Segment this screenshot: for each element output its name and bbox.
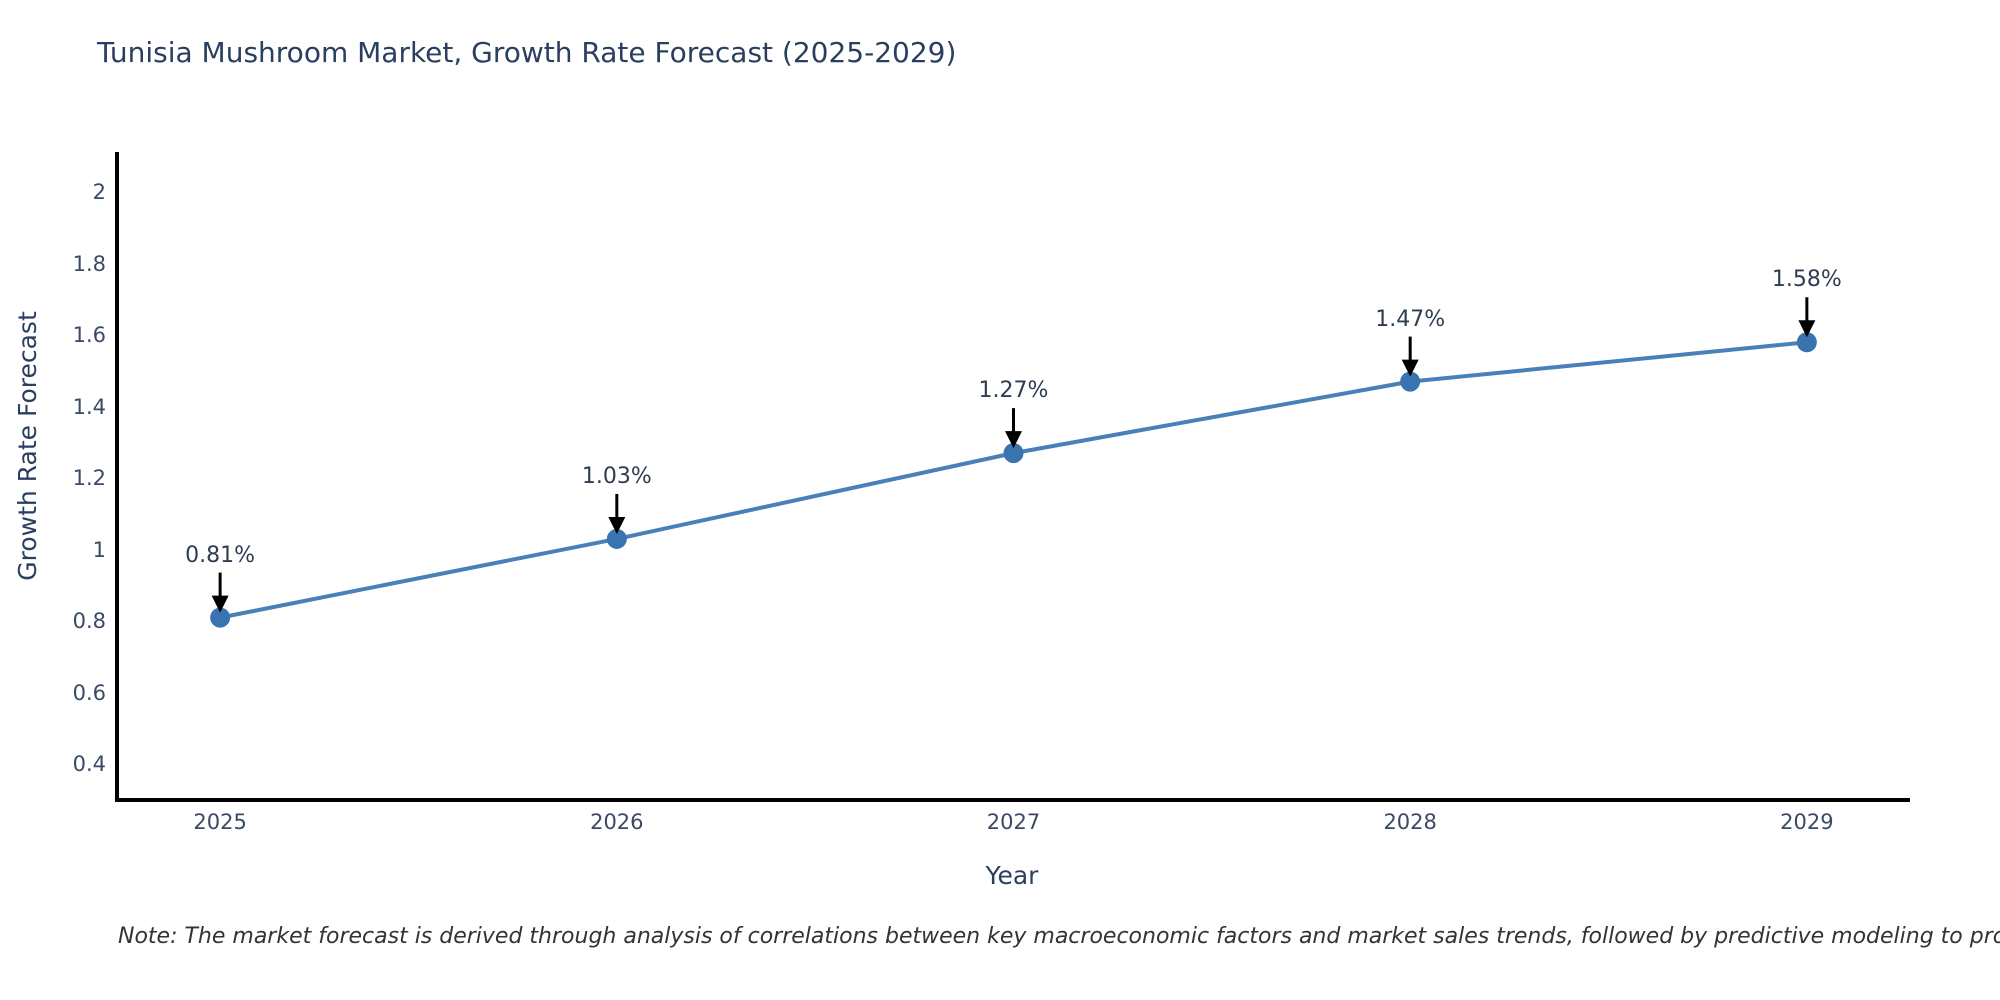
data-point-marker [210,607,231,628]
data-point-marker [1796,332,1817,353]
point-label: 1.47% [1375,306,1446,332]
point-label: 0.81% [185,542,256,568]
data-point-marker [1400,371,1421,392]
y-tick-label: 1.6 [72,323,106,348]
y-tick-label: 2 [92,180,106,205]
y-tick-label: 0.8 [72,609,106,634]
x-tick-label: 2025 [193,810,247,834]
y-tick-label: 0.6 [72,680,106,705]
point-label: 1.03% [581,463,652,489]
y-tick-label: 1.8 [72,251,106,276]
chart-title: Tunisia Mushroom Market, Growth Rate For… [97,36,957,69]
annotation-arrowhead [1005,431,1022,449]
x-tick-label: 2026 [590,810,644,834]
x-tick-label: 2029 [1780,810,1834,834]
data-point-marker [1003,443,1024,464]
annotation-arrowhead [211,595,229,613]
footnote: Note: The market forecast is derived thr… [118,924,2000,949]
point-label: 1.27% [978,378,1049,404]
data-point-marker [606,528,627,549]
y-tick-label: 0.4 [72,752,106,777]
x-tick-label: 2027 [986,810,1041,834]
annotation-arrowhead [608,516,626,534]
annotation-arrowhead [1798,320,1816,338]
point-label: 1.58% [1771,267,1842,293]
y-tick-label: 1 [92,537,106,562]
y-tick-label: 1.4 [72,394,106,419]
annotation-arrowhead [1401,359,1419,377]
x-tick-label: 2028 [1383,810,1437,834]
x-axis-title: Year [985,861,1039,890]
y-tick-label: 1.2 [72,466,106,491]
